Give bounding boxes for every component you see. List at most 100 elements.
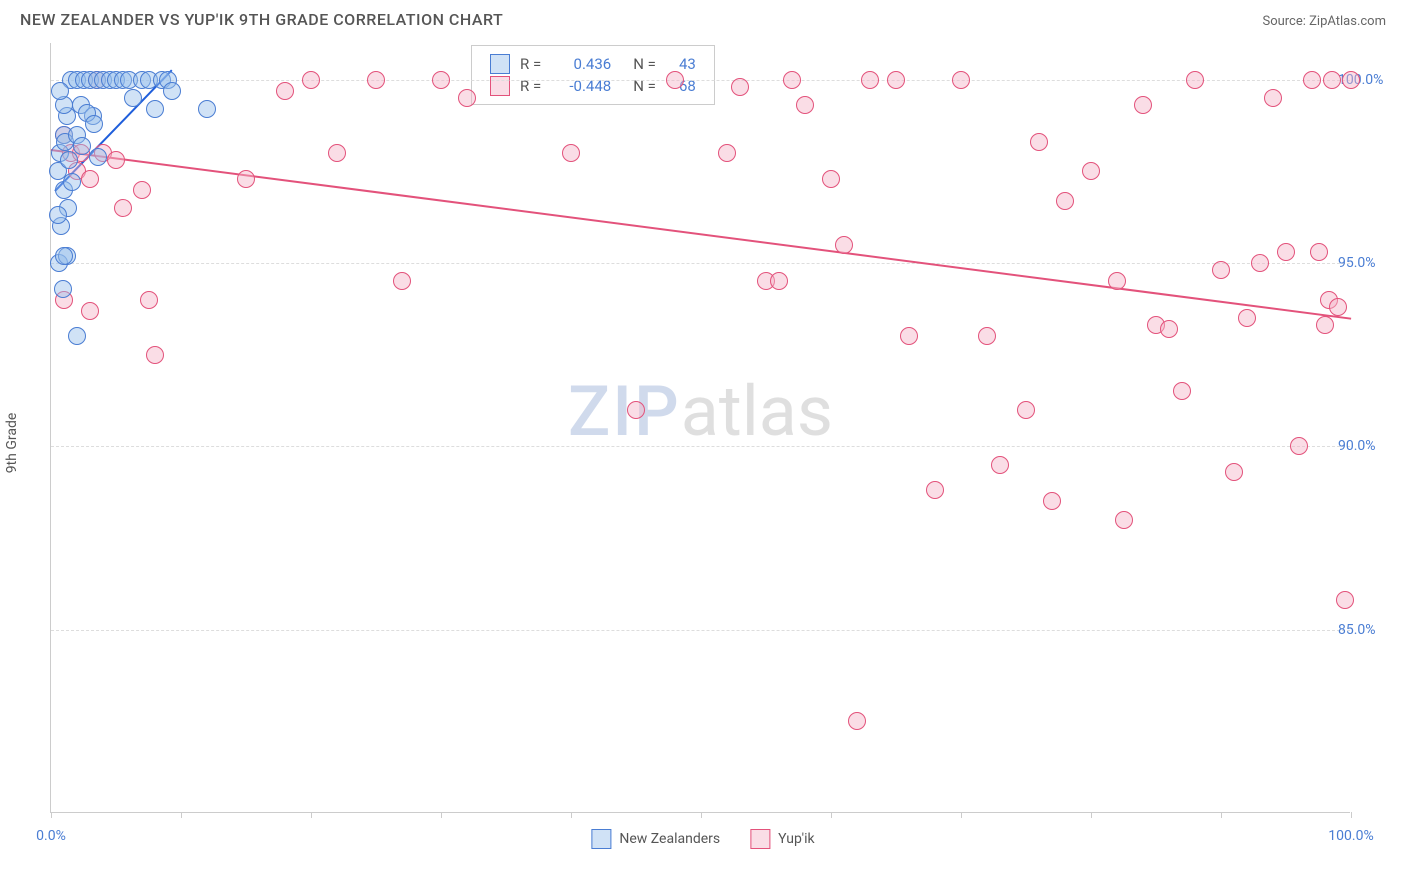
- data-point-series2: [1108, 272, 1126, 290]
- data-point-series1: [63, 173, 81, 191]
- data-point-series2: [1134, 96, 1152, 114]
- x-tick: [831, 812, 832, 818]
- x-tick: [1351, 812, 1352, 818]
- data-point-series2: [1030, 133, 1048, 151]
- data-point-series2: [1329, 298, 1347, 316]
- bottom-legend: New Zealanders Yup'ik: [591, 829, 814, 849]
- data-point-series2: [1310, 243, 1328, 261]
- data-point-series1: [49, 206, 67, 224]
- chart-title: NEW ZEALANDER VS YUP'IK 9TH GRADE CORREL…: [20, 10, 503, 29]
- data-point-series1: [89, 148, 107, 166]
- data-point-series1: [51, 82, 69, 100]
- data-point-series1: [85, 115, 103, 133]
- data-point-series2: [887, 71, 905, 89]
- data-point-series2: [1115, 511, 1133, 529]
- data-point-series2: [900, 327, 918, 345]
- data-point-series2: [952, 71, 970, 89]
- watermark-zip: ZIP: [568, 371, 681, 453]
- x-tick-label: 100.0%: [1328, 828, 1373, 844]
- source-label: Source: ZipAtlas.com: [1262, 14, 1386, 29]
- data-point-series2: [562, 144, 580, 162]
- x-tick: [571, 812, 572, 818]
- n-label: N =: [633, 55, 656, 73]
- data-point-series2: [146, 346, 164, 364]
- y-tick-label: 85.0%: [1338, 622, 1398, 638]
- data-point-series1: [68, 327, 86, 345]
- data-point-series2: [822, 170, 840, 188]
- legend-swatch: [490, 54, 510, 74]
- y-gridline: [51, 630, 1350, 631]
- data-point-series2: [991, 456, 1009, 474]
- data-point-series2: [1303, 71, 1321, 89]
- data-point-series1: [54, 280, 72, 298]
- data-point-series2: [81, 170, 99, 188]
- data-point-series2: [848, 712, 866, 730]
- data-point-series2: [133, 181, 151, 199]
- data-point-series2: [835, 236, 853, 254]
- data-point-series1: [198, 100, 216, 118]
- data-point-series1: [124, 89, 142, 107]
- bottom-legend-item: New Zealanders: [591, 829, 720, 849]
- data-point-series2: [666, 71, 684, 89]
- data-point-series2: [627, 401, 645, 419]
- correlation-legend-row: R = 0.436 N = 43: [490, 54, 696, 74]
- legend-label: Yup'ik: [778, 831, 814, 847]
- data-point-series2: [1336, 591, 1354, 609]
- x-tick: [441, 812, 442, 818]
- x-tick-label: 0.0%: [36, 828, 66, 844]
- data-point-series2: [1160, 320, 1178, 338]
- y-tick-label: 95.0%: [1338, 255, 1398, 271]
- data-point-series2: [140, 291, 158, 309]
- data-point-series2: [1264, 89, 1282, 107]
- data-point-series2: [237, 170, 255, 188]
- data-point-series2: [1323, 71, 1341, 89]
- data-point-series2: [1017, 401, 1035, 419]
- watermark-atlas: atlas: [681, 371, 833, 453]
- data-point-series2: [1186, 71, 1204, 89]
- data-point-series2: [1173, 382, 1191, 400]
- data-point-series2: [107, 151, 125, 169]
- data-point-series2: [861, 71, 879, 89]
- data-point-series1: [146, 100, 164, 118]
- data-point-series2: [276, 82, 294, 100]
- data-point-series2: [1277, 243, 1295, 261]
- chart-container: 9th Grade ZIPatlas R =0.436N =43R =-0.44…: [0, 33, 1406, 853]
- y-gridline: [51, 80, 1350, 81]
- x-tick: [701, 812, 702, 818]
- chart-header: NEW ZEALANDER VS YUP'IK 9TH GRADE CORREL…: [0, 0, 1406, 33]
- x-tick: [311, 812, 312, 818]
- data-point-series2: [328, 144, 346, 162]
- data-point-series2: [367, 71, 385, 89]
- x-tick: [181, 812, 182, 818]
- data-point-series2: [796, 96, 814, 114]
- data-point-series2: [1212, 261, 1230, 279]
- legend-label: New Zealanders: [619, 831, 720, 847]
- plot-area: ZIPatlas R =0.436N =43R =-0.448N =68 85.…: [50, 43, 1350, 813]
- x-tick: [1221, 812, 1222, 818]
- data-point-series2: [1316, 316, 1334, 334]
- data-point-series2: [1082, 162, 1100, 180]
- r-label: R =: [520, 55, 541, 73]
- n-value: 43: [666, 55, 696, 73]
- legend-swatch: [750, 829, 770, 849]
- x-tick: [961, 812, 962, 818]
- y-gridline: [51, 446, 1350, 447]
- data-point-series2: [114, 199, 132, 217]
- data-point-series2: [1290, 437, 1308, 455]
- data-point-series1: [73, 137, 91, 155]
- data-point-series2: [432, 71, 450, 89]
- data-point-series2: [978, 327, 996, 345]
- data-point-series2: [393, 272, 411, 290]
- bottom-legend-item: Yup'ik: [750, 829, 814, 849]
- r-value: 0.436: [551, 55, 611, 73]
- watermark: ZIPatlas: [568, 371, 833, 453]
- y-tick-label: 90.0%: [1338, 438, 1398, 454]
- data-point-series2: [1225, 463, 1243, 481]
- data-point-series2: [302, 71, 320, 89]
- data-point-series1: [60, 151, 78, 169]
- data-point-series2: [1043, 492, 1061, 510]
- data-point-series2: [1342, 71, 1360, 89]
- data-point-series2: [783, 71, 801, 89]
- data-point-series2: [926, 481, 944, 499]
- data-point-series2: [458, 89, 476, 107]
